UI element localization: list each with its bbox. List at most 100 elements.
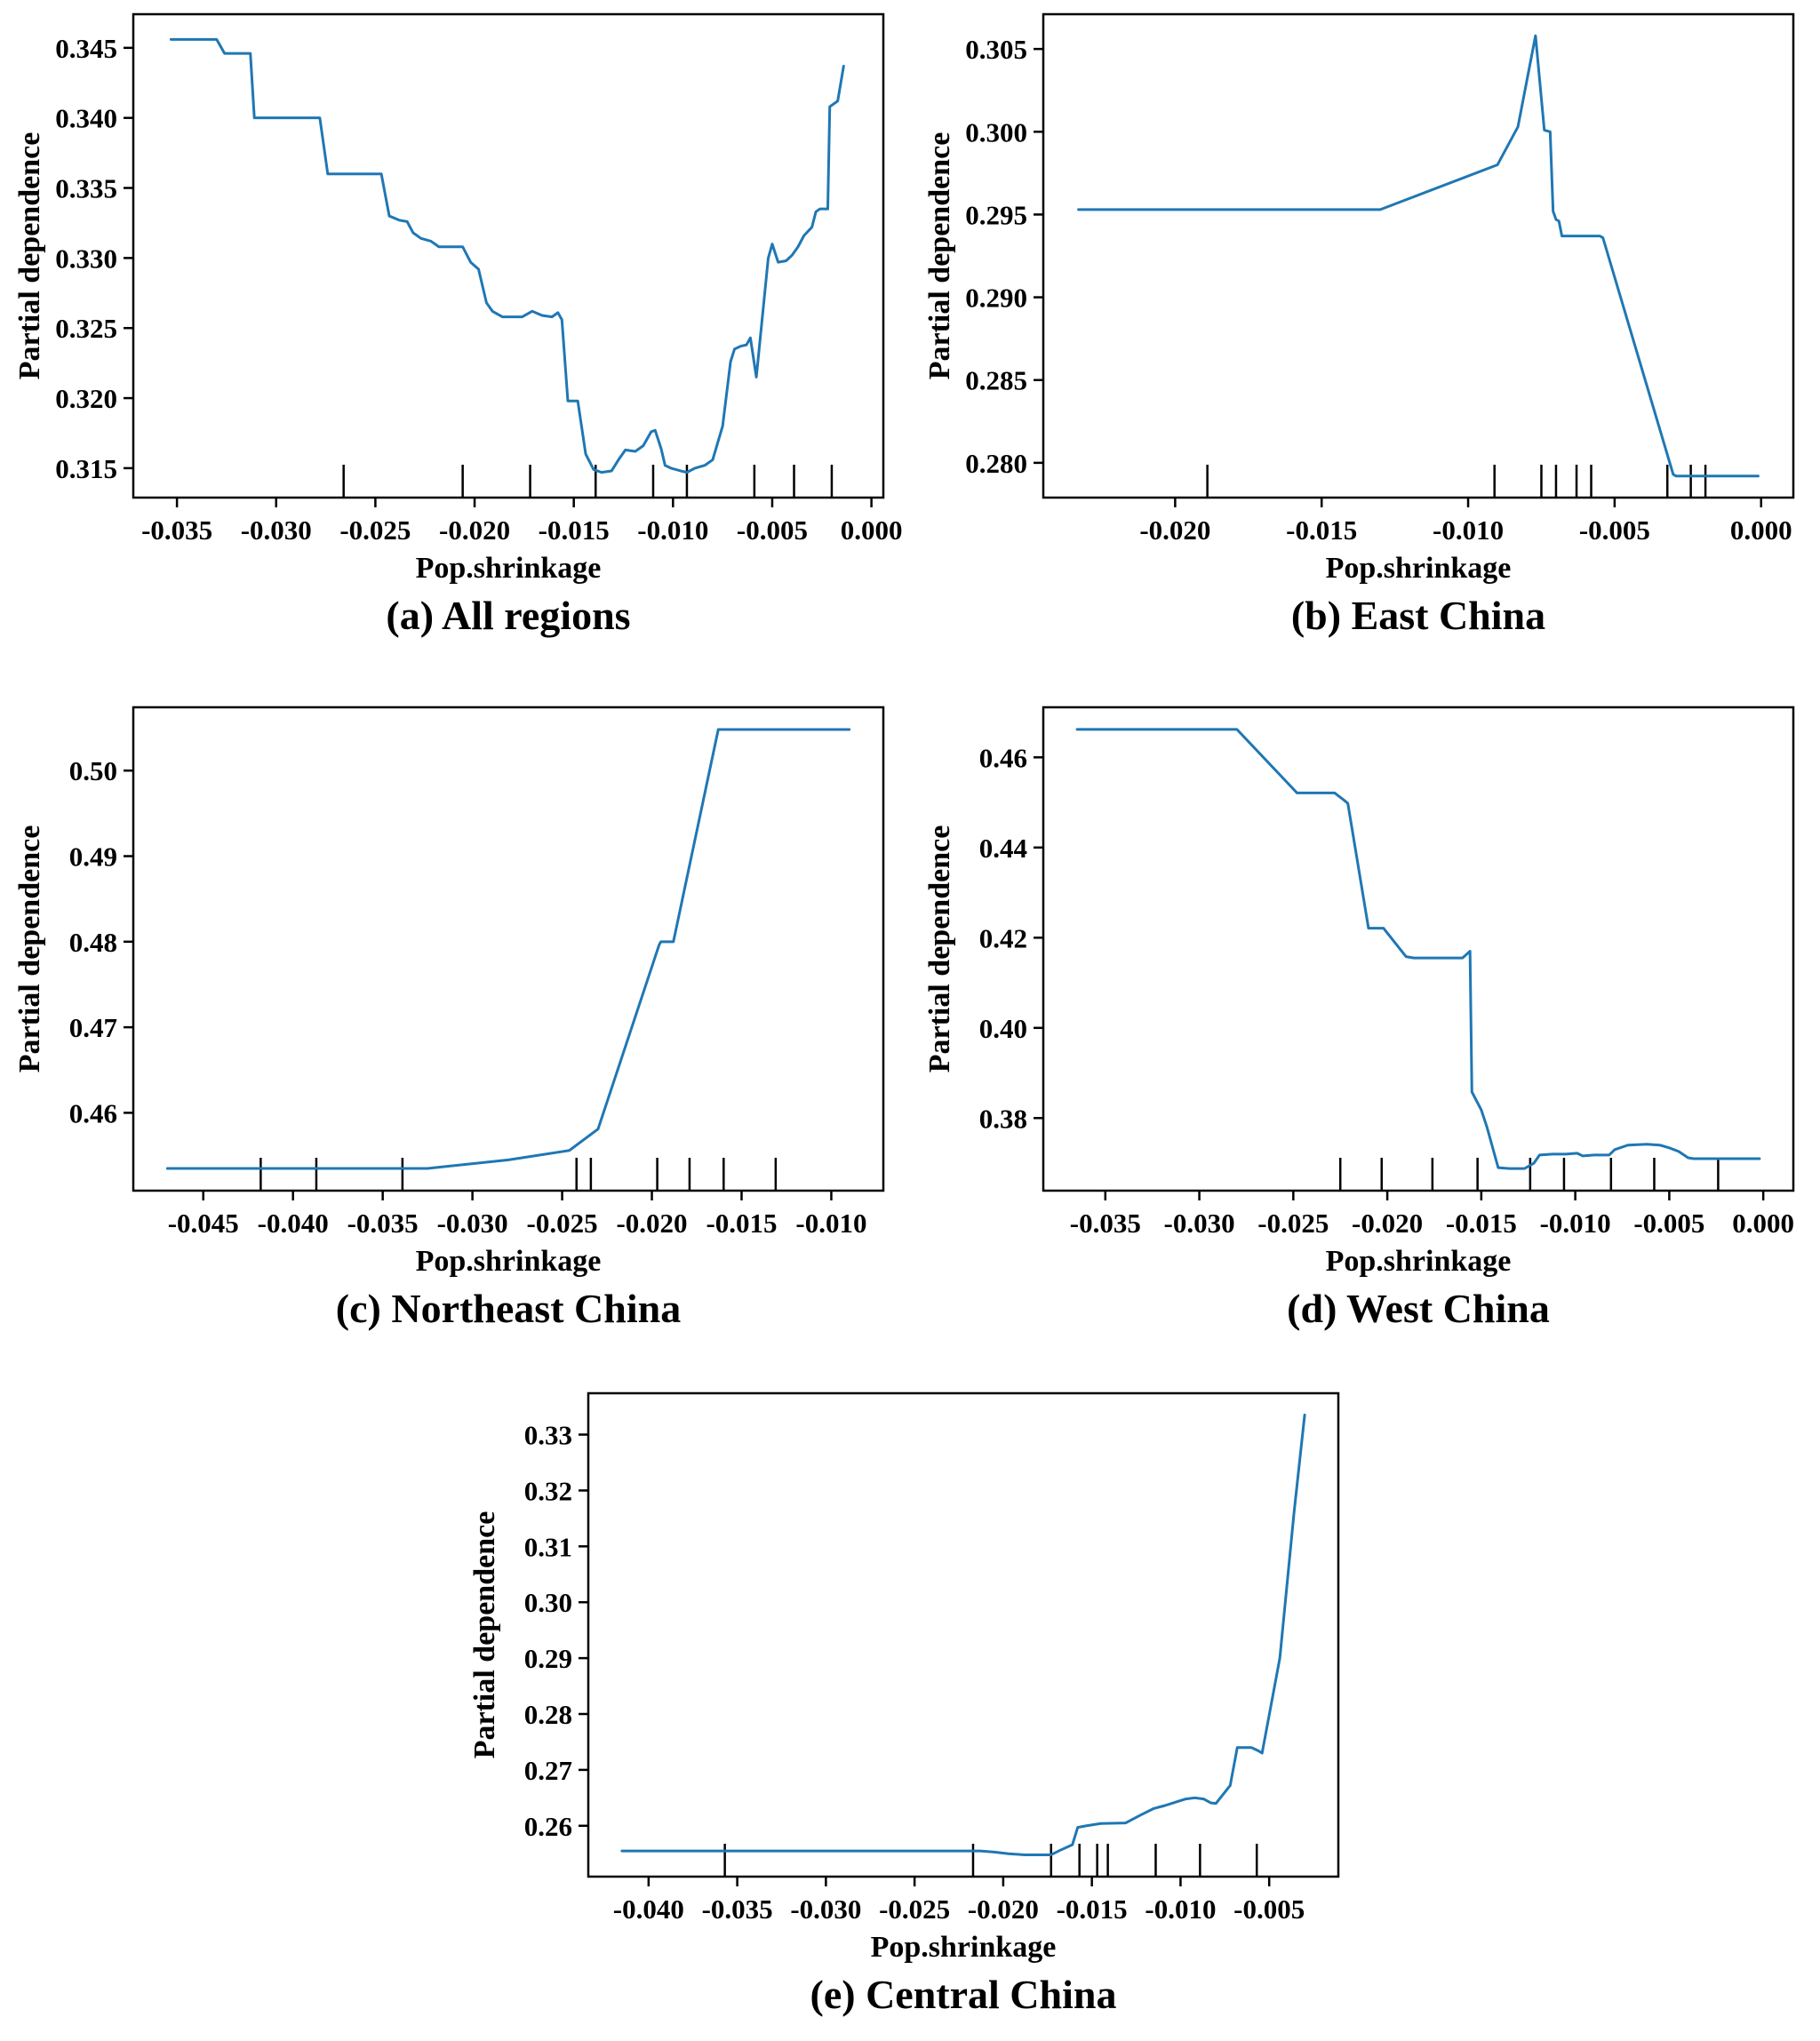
y-tick-label: 0.285	[965, 365, 1027, 396]
y-tick-label: 0.26	[524, 1811, 572, 1842]
x-tick-label: -0.025	[1257, 1208, 1329, 1239]
pdp-line	[620, 1414, 1306, 1856]
x-tick-label: -0.045	[168, 1208, 239, 1239]
pdp-line	[169, 37, 845, 474]
y-tick-label: 0.330	[55, 243, 117, 274]
x-tick-label: -0.035	[1070, 1208, 1141, 1239]
y-tick-label: 0.48	[69, 927, 117, 958]
x-tick-label: -0.015	[1286, 514, 1357, 546]
y-tick-label: 0.49	[69, 841, 117, 873]
y-tick-label: 0.29	[524, 1643, 572, 1674]
caption-central-china: (e) Central China	[810, 1972, 1117, 2017]
y-tick-label: 0.27	[524, 1755, 572, 1786]
y-tick-label: 0.345	[55, 33, 117, 64]
plot-box	[132, 706, 885, 1192]
pdp-line	[165, 728, 851, 1170]
plot-box	[1042, 12, 1795, 499]
plot-canvas-west-china: -0.035 -0.030 -0.025 -0.020 -0.015 -0.010 -0.0…	[923, 706, 1795, 1278]
y-tick-label: 0.340	[55, 103, 117, 134]
y-tick-label: 0.42	[979, 922, 1027, 953]
plot-canvas-northeast-china: -0.045 -0.040 -0.035 -0.030 -0.025 -0.020 -0.0…	[13, 706, 885, 1278]
x-axis-label: Pop.shrinkage	[1326, 1245, 1512, 1278]
x-tick-label: -0.040	[258, 1208, 329, 1239]
y-tick-label: 0.300	[965, 116, 1027, 147]
y-tick-label: 0.30	[524, 1587, 572, 1618]
x-tick-label: -0.040	[613, 1894, 684, 1925]
x-axis-label: Pop.shrinkage	[416, 1245, 602, 1278]
plot-canvas-central-china: -0.040 -0.035 -0.030 -0.025 -0.020 -0.015 -0.0…	[468, 1391, 1340, 1964]
y-tick-label: 0.335	[55, 173, 117, 204]
y-tick-label: 0.325	[55, 313, 117, 344]
x-tick-label: -0.010	[1540, 1208, 1611, 1239]
x-tick-label: -0.005	[1233, 1894, 1305, 1925]
caption-west-china: (d) West China	[1287, 1286, 1550, 1331]
caption-east-china: (b) East China	[1290, 593, 1546, 638]
y-tick-label: 0.46	[979, 742, 1027, 773]
x-axis-label: Pop.shrinkage	[416, 552, 602, 585]
caption-all-regions: (a) All regions	[386, 593, 631, 638]
y-tick-label: 0.305	[965, 34, 1027, 65]
chart-east-china: -0.020 -0.015 -0.010 -0.005 0.000 0.280 0.285 0…	[910, 0, 1820, 650]
x-tick-label: -0.030	[437, 1208, 508, 1239]
y-tick-label: 0.295	[965, 199, 1027, 230]
x-tick-label: -0.015	[539, 514, 610, 546]
x-tick-label: -0.020	[616, 1208, 687, 1239]
y-axis-label: Partial dependence	[13, 825, 46, 1073]
plot-canvas-all-regions: -0.035 -0.030 -0.025 -0.020 -0.015 -0.010 -0.0…	[13, 12, 903, 585]
x-tick-label: -0.005	[1633, 1208, 1704, 1239]
chart-northeast-china: -0.045 -0.040 -0.035 -0.030 -0.025 -0.020 -0.0…	[0, 693, 910, 1343]
chart-west-china: -0.035 -0.030 -0.025 -0.020 -0.015 -0.010 -0.0…	[910, 693, 1820, 1343]
chart-all-regions: -0.035 -0.030 -0.025 -0.020 -0.015 -0.010 -0.0…	[0, 0, 910, 650]
x-axis-label: Pop.shrinkage	[871, 1931, 1057, 1964]
x-tick-label: -0.020	[439, 514, 510, 546]
x-tick-label: -0.005	[1579, 514, 1650, 546]
y-tick-label: 0.315	[55, 453, 117, 484]
y-axis-label: Partial dependence	[13, 132, 46, 380]
x-tick-label: -0.025	[879, 1894, 950, 1925]
x-tick-label: -0.010	[795, 1208, 866, 1239]
x-tick-label: -0.025	[527, 1208, 598, 1239]
plot-box	[132, 12, 885, 499]
plot-box	[587, 1391, 1340, 1878]
x-tick-label: -0.015	[1446, 1208, 1517, 1239]
y-tick-label: 0.32	[524, 1475, 572, 1506]
x-tick-label: -0.010	[1433, 514, 1504, 546]
y-tick-label: 0.320	[55, 383, 117, 414]
x-tick-label: -0.010	[1145, 1894, 1216, 1925]
caption-northeast-china: (c) Northeast China	[335, 1286, 682, 1331]
figure-row-1: -0.035 -0.030 -0.025 -0.020 -0.015 -0.010 -0.0…	[0, 0, 1820, 650]
x-tick-label: 0.000	[841, 514, 903, 546]
x-tick-label: -0.010	[637, 514, 708, 546]
y-tick-label: 0.280	[965, 448, 1027, 479]
x-tick-label: -0.015	[706, 1208, 777, 1239]
y-axis-label: Partial dependence	[923, 825, 956, 1073]
y-tick-label: 0.33	[524, 1420, 572, 1451]
figure-row-3: -0.040 -0.035 -0.030 -0.025 -0.020 -0.015 -0.0…	[0, 1343, 1820, 2029]
x-tick-label: -0.035	[347, 1208, 419, 1239]
x-tick-label: -0.020	[1352, 1208, 1423, 1239]
x-tick-label: -0.005	[737, 514, 808, 546]
plot-box	[1042, 706, 1795, 1192]
y-tick-label: 0.47	[69, 1012, 117, 1043]
y-tick-label: 0.290	[965, 283, 1027, 314]
figure-row-2: -0.045 -0.040 -0.035 -0.030 -0.025 -0.020 -0.0…	[0, 650, 1820, 1343]
plot-canvas-east-china: -0.020 -0.015 -0.010 -0.005 0.000 0.280 0.285 0…	[923, 12, 1795, 585]
y-tick-label: 0.50	[69, 755, 117, 786]
x-tick-label: -0.035	[702, 1894, 773, 1925]
y-axis-label: Partial dependence	[468, 1511, 501, 1759]
y-tick-label: 0.31	[524, 1531, 572, 1562]
chart-central-china: -0.040 -0.035 -0.030 -0.025 -0.020 -0.015 -0.0…	[455, 1379, 1365, 2029]
x-tick-label: -0.025	[339, 514, 411, 546]
y-axis-label: Partial dependence	[923, 132, 956, 380]
x-tick-label: -0.020	[1139, 514, 1210, 546]
pdp-line	[1077, 34, 1760, 478]
x-tick-label: -0.035	[141, 514, 212, 546]
y-tick-label: 0.28	[524, 1699, 572, 1730]
y-tick-label: 0.40	[979, 1013, 1027, 1044]
x-axis-label: Pop.shrinkage	[1326, 552, 1512, 585]
y-tick-label: 0.38	[979, 1103, 1027, 1134]
x-tick-label: -0.030	[1164, 1208, 1235, 1239]
y-tick-label: 0.44	[979, 833, 1027, 864]
x-tick-label: 0.000	[1730, 514, 1792, 546]
